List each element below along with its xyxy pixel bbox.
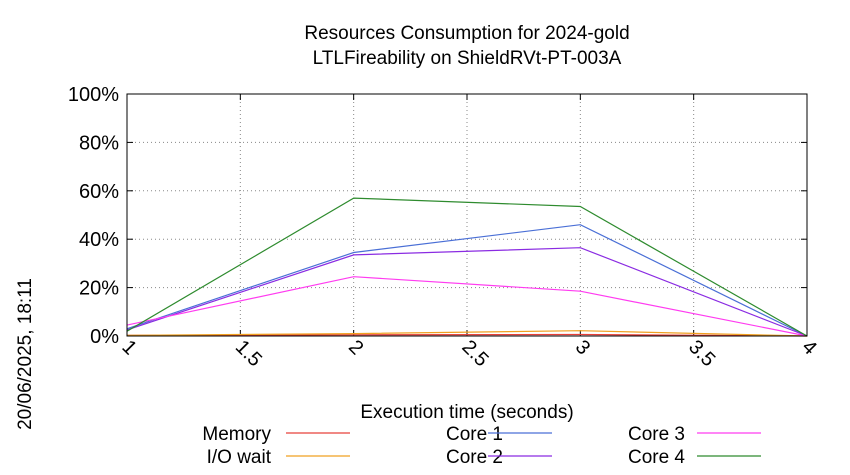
series-lines xyxy=(126,197,808,337)
chart-title: Resources Consumption for 2024-gold xyxy=(304,23,629,44)
x-tick-labels: 1 1.5 2 2.5 3 3.5 4 xyxy=(117,336,820,371)
legend-label: Core 2 xyxy=(446,447,503,468)
y-tick-label: 80% xyxy=(79,132,119,154)
x-tick-label: 1.5 xyxy=(231,336,266,371)
plot-area xyxy=(126,93,808,337)
legend-label: Core 4 xyxy=(628,447,685,468)
legend-label: Memory xyxy=(202,424,271,445)
grid-lines xyxy=(126,93,808,337)
y-tick-labels: 0% 20% 40% 60% 80% 100% xyxy=(68,84,119,348)
chart-subtitle: LTLFireability on ShieldRVt-PT-003A xyxy=(313,48,622,69)
series-line-core-3 xyxy=(126,276,808,337)
y-tick-label: 100% xyxy=(68,84,119,106)
y-tick-label: 40% xyxy=(79,229,119,251)
x-axis-label: Execution time (seconds) xyxy=(360,402,573,423)
series-line-core-2 xyxy=(126,247,808,337)
x-tick-label: 3.5 xyxy=(684,336,719,371)
legend-label: Core 1 xyxy=(446,424,503,445)
y-tick-label: 0% xyxy=(90,326,119,348)
series-line-core-1 xyxy=(126,224,808,337)
timestamp-label: 20/06/2025, 18:11 xyxy=(15,278,36,430)
legend-label: Core 3 xyxy=(628,424,685,445)
y-tick-label: 20% xyxy=(79,278,119,300)
x-tick-label: 4 xyxy=(797,336,820,359)
legend-label: I/O wait xyxy=(207,447,272,468)
x-tick-label: 3 xyxy=(571,336,594,359)
x-tick-label: 2 xyxy=(344,336,367,359)
series-line-i-o-wait xyxy=(126,330,808,337)
x-tick-label: 1 xyxy=(117,336,140,359)
series-line-core-4 xyxy=(126,197,808,337)
y-tick-label: 60% xyxy=(79,181,119,203)
x-tick-label: 2.5 xyxy=(457,336,492,371)
